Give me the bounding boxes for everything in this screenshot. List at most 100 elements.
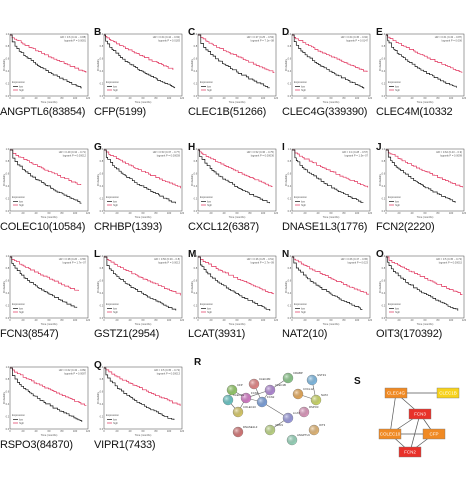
x-tick-label: 80	[249, 211, 252, 215]
hr-text: HR = 0.62 (0.43 − 0.89)	[59, 368, 86, 372]
y-tick-label: 0.8	[100, 266, 104, 270]
legend-low-label: low	[113, 417, 117, 421]
x-tick-label: 0	[103, 96, 105, 100]
hub-node-label: COLEC10	[380, 431, 401, 436]
legend-low-label: low	[19, 199, 23, 203]
x-tick-label: 60	[424, 96, 427, 100]
network-node-shine	[233, 407, 243, 417]
y-tick-label: 0.4	[382, 69, 386, 73]
km-plot: Probability 0.0 0.2 0.4 0.6 0.8 1.0 0 20 40 60 80 10…	[96, 365, 184, 437]
x-tick-label: 40	[35, 429, 38, 433]
km-plot: Probability 0.0 0.2 0.4 0.6 0.8 1.0 0 20 40 60 80 10…	[190, 32, 278, 104]
y-tick-label: 0.2	[288, 303, 292, 307]
y-axis-label: Probability	[378, 173, 382, 186]
y-tick-label: 0.4	[382, 291, 386, 295]
panel-letter: D	[282, 27, 290, 38]
high-expression-curve	[198, 256, 275, 295]
legend-title: Expression	[200, 80, 213, 84]
y-tick-label: 0.8	[382, 266, 386, 270]
x-tick-label: 100	[167, 429, 172, 433]
y-tick-label: 0.6	[288, 172, 292, 176]
network-node-shine	[265, 425, 275, 435]
x-tick-label: 120	[368, 96, 372, 100]
hub-node-label: FCN2	[404, 449, 416, 454]
gene-label: LCAT(3931)	[188, 328, 246, 340]
km-plot: Probability 0.0 0.2 0.4 0.6 0.8 1.0 0 20 40 60 80 10…	[378, 147, 466, 219]
y-tick-label: 0.4	[6, 291, 10, 295]
legend-low-label: low	[207, 306, 211, 310]
hub-node	[398, 446, 422, 458]
x-tick-label: 20	[304, 211, 307, 215]
panel-letter: J	[376, 142, 382, 153]
x-tick-label: 80	[343, 211, 346, 215]
km-panel: M Probability 0.0 0.2 0.4 0.6 0.8 1.0 0 20 40 60 80 1…	[188, 249, 278, 342]
gene-label: NAT2(10)	[282, 328, 328, 340]
panel-letter: C	[188, 27, 196, 38]
legend-title: Expression	[106, 195, 119, 199]
km-plot: Probability 0.0 0.2 0.4 0.6 0.8 1.0 0 20 40 60 80 10…	[2, 365, 90, 437]
x-tick-label: 60	[330, 96, 333, 100]
hub-network: CLEC4G CLEC1B FCN3 FCN2 COLEC10 CFP	[378, 387, 460, 458]
x-tick-label: 120	[462, 96, 466, 100]
y-tick-label: 0.0	[100, 209, 104, 213]
x-tick-label: 0	[385, 318, 387, 322]
km-panel: Probability 0.0 0.2 0.4 0.6 0.8 1.0 0 20 40 60 80 10…	[0, 145, 90, 235]
gene-label: CLEC4G(339390)	[282, 106, 368, 118]
km-panel: O Probability 0.0 0.2 0.4 0.6 0.8 1.0 0 20 40 60 80 1…	[376, 249, 466, 342]
panel-letter: B	[94, 27, 102, 38]
x-axis-label: Time (months)	[41, 215, 58, 219]
km-plot: Probability 0.0 0.2 0.4 0.6 0.8 1.0 0 20 40 60 80 10…	[2, 32, 90, 104]
legend-title: Expression	[388, 80, 401, 84]
x-tick-label: 60	[48, 318, 51, 322]
km-panel: I Probability 0.0 0.2 0.4 0.6 0.8 1.0 0 20 40 60 80 1…	[282, 142, 372, 235]
logrank-text: logrank P = 0.00013	[157, 372, 181, 376]
x-tick-label: 20	[116, 211, 119, 215]
plot-frame	[385, 33, 465, 97]
x-axis-label: Time (months)	[41, 433, 58, 437]
y-tick-label: 0.4	[382, 184, 386, 188]
panel-letter: I	[282, 142, 285, 153]
x-tick-label: 100	[355, 318, 360, 322]
y-tick-label: 0.8	[100, 377, 104, 381]
y-tick-label: 0.2	[288, 196, 292, 200]
y-axis-label: Probability	[2, 280, 6, 293]
hub-node	[422, 428, 446, 440]
legend-title: Expression	[388, 302, 401, 306]
network-node-label: ANGPTL6	[297, 433, 310, 437]
plot-frame	[9, 366, 89, 430]
hr-text: HR = 0.56 (0.39 − 0.8)	[154, 257, 180, 261]
network-node-shine	[307, 375, 317, 385]
y-tick-label: 0.8	[288, 159, 292, 163]
legend-low-label: low	[395, 199, 399, 203]
x-tick-label: 0	[385, 96, 387, 100]
gene-label: DNASE1L3(1776)	[282, 221, 368, 233]
high-expression-curve	[292, 256, 369, 295]
y-axis-label: Probability	[2, 58, 6, 71]
y-tick-label: 0.2	[194, 81, 198, 85]
y-tick-label: 0.8	[288, 44, 292, 48]
y-tick-label: 0.0	[194, 316, 198, 320]
high-expression-curve	[198, 149, 273, 187]
legend-high-label: high	[207, 203, 212, 207]
network-node-label: OIT3	[319, 423, 326, 427]
legend-low-label: low	[301, 199, 305, 203]
legend-high-label: high	[19, 310, 24, 314]
x-tick-label: 20	[210, 96, 213, 100]
x-tick-label: 60	[48, 96, 51, 100]
x-tick-label: 40	[129, 96, 132, 100]
x-tick-label: 40	[223, 211, 226, 215]
km-panel: N Probability 0.0 0.2 0.4 0.6 0.8 1.0 0 20 40 60 80 1…	[282, 249, 372, 342]
plot-frame	[103, 255, 183, 319]
y-tick-label: 0.4	[100, 291, 104, 295]
legend-title: Expression	[294, 302, 307, 306]
x-tick-label: 40	[411, 211, 414, 215]
logrank-text: logrank P = 2.7e−09	[251, 261, 275, 265]
y-axis-label: Probability	[2, 391, 6, 404]
y-tick-label: 1.0	[194, 147, 198, 151]
y-tick-label: 0.8	[194, 266, 198, 270]
x-tick-label: 40	[317, 318, 320, 322]
legend-title: Expression	[294, 80, 307, 84]
x-tick-label: 60	[142, 211, 145, 215]
hub-node-label: FCN3	[414, 411, 426, 416]
